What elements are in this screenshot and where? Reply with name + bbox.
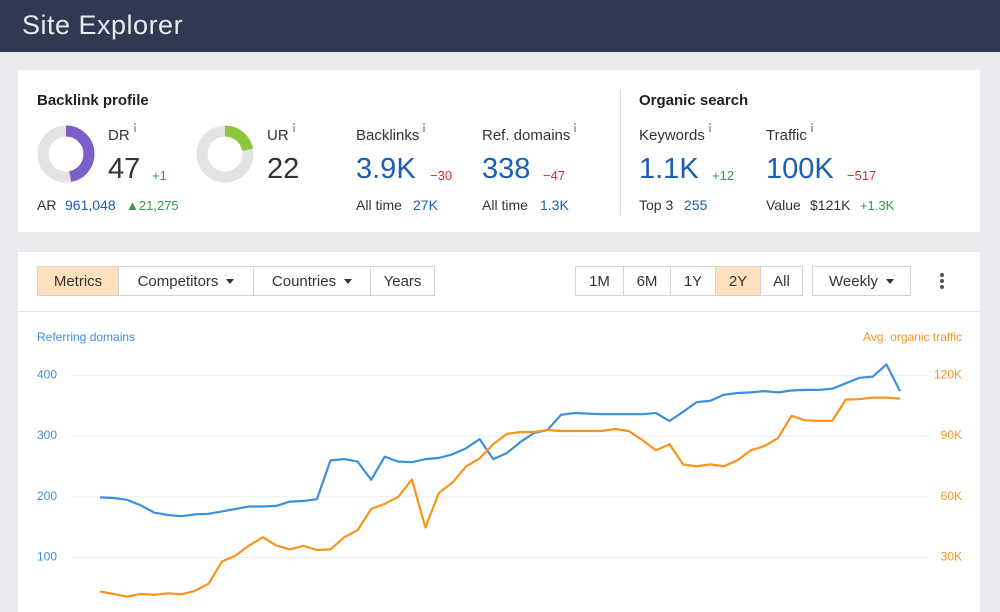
sub-value: $121K	[810, 197, 851, 213]
metric-change: −30	[430, 168, 453, 183]
divider	[620, 90, 621, 215]
donut-arc	[196, 125, 254, 183]
tab[interactable]: Years	[370, 266, 435, 296]
y2-axis-title: Avg. organic traffic	[863, 330, 962, 344]
sub-value[interactable]: 1.3K	[540, 197, 569, 213]
sub-label: Top 3	[639, 197, 674, 213]
y2-tick-label: 30K	[941, 550, 962, 564]
metric-label: Ref. domains	[482, 123, 577, 144]
metric-value[interactable]: 3.9K	[356, 153, 416, 185]
y-tick-label: 100	[37, 550, 57, 564]
sub-label: All time	[356, 197, 402, 213]
sub-label: Value	[766, 197, 801, 213]
series-line	[99, 396, 901, 598]
ar-label: AR	[37, 197, 57, 213]
sub-value[interactable]: 27K	[413, 197, 438, 213]
sub-value[interactable]: 255	[684, 197, 708, 213]
y-axis-title: Referring domains	[37, 330, 135, 344]
header-title: Site Explorer	[22, 10, 184, 40]
metric-value: 22	[267, 153, 300, 185]
range-button[interactable]: 1Y	[670, 266, 716, 296]
sub-label: All time	[482, 197, 528, 213]
section-title: Organic search	[639, 92, 749, 109]
tab[interactable]: Countries	[253, 266, 371, 296]
metric-label: Traffic	[766, 123, 813, 144]
series-line	[99, 363, 901, 518]
ur-donut	[196, 125, 254, 183]
metric-change: +1	[152, 168, 167, 183]
menu-dot[interactable]	[940, 285, 944, 289]
interval-dropdown[interactable]: Weekly	[812, 266, 911, 296]
donut-arc	[37, 125, 95, 183]
metric-label-text: UR	[267, 127, 289, 144]
metric-value[interactable]: 100K	[766, 153, 834, 185]
metric-label-text: DR	[108, 127, 130, 144]
metric-label: Keywords	[639, 123, 711, 144]
y2-tick-label: 60K	[941, 489, 962, 503]
metric-label-text: Backlinks	[356, 127, 420, 144]
metric-value[interactable]: 1.1K	[639, 153, 699, 185]
metric-change: −517	[847, 168, 877, 183]
metric-label-text: Keywords	[639, 127, 705, 144]
divider	[18, 311, 980, 312]
dr-donut	[37, 125, 95, 183]
chart-card	[18, 252, 980, 612]
interval-text: Weekly	[829, 273, 878, 290]
ar-change: ▲21,275	[126, 198, 179, 213]
metric-change: +12	[712, 168, 735, 183]
metric-change: −47	[543, 168, 566, 183]
header: Site Explorer	[0, 0, 1000, 52]
y2-tick-label: 90K	[941, 428, 962, 442]
metric-label: DR	[108, 123, 136, 144]
tab[interactable]: Metrics	[37, 266, 119, 296]
range-button[interactable]: All	[760, 266, 803, 296]
y2-tick-label: 120K	[934, 368, 962, 382]
sub-change: +1.3K	[860, 198, 895, 213]
y-tick-label: 300	[37, 428, 57, 442]
y-tick-label: 200	[37, 489, 57, 503]
range-button[interactable]: 6M	[623, 266, 671, 296]
metric-label-text: Traffic	[766, 127, 807, 144]
overview-card	[18, 70, 980, 232]
metric-label: UR	[267, 123, 295, 144]
metric-value: 47	[108, 153, 141, 185]
y-tick-label: 400	[37, 368, 57, 382]
menu-dot[interactable]	[940, 273, 944, 277]
menu-dot[interactable]	[940, 279, 944, 283]
ar-value[interactable]: 961,048	[65, 197, 116, 213]
tab[interactable]: Competitors	[118, 266, 254, 296]
section-title: Backlink profile	[37, 92, 149, 109]
tab-text: Competitors	[137, 273, 219, 290]
metric-value[interactable]: 338	[482, 153, 531, 185]
tab-text: Countries	[271, 273, 337, 290]
metric-label: Backlinks	[356, 123, 426, 144]
metric-label-text: Ref. domains	[482, 127, 571, 144]
